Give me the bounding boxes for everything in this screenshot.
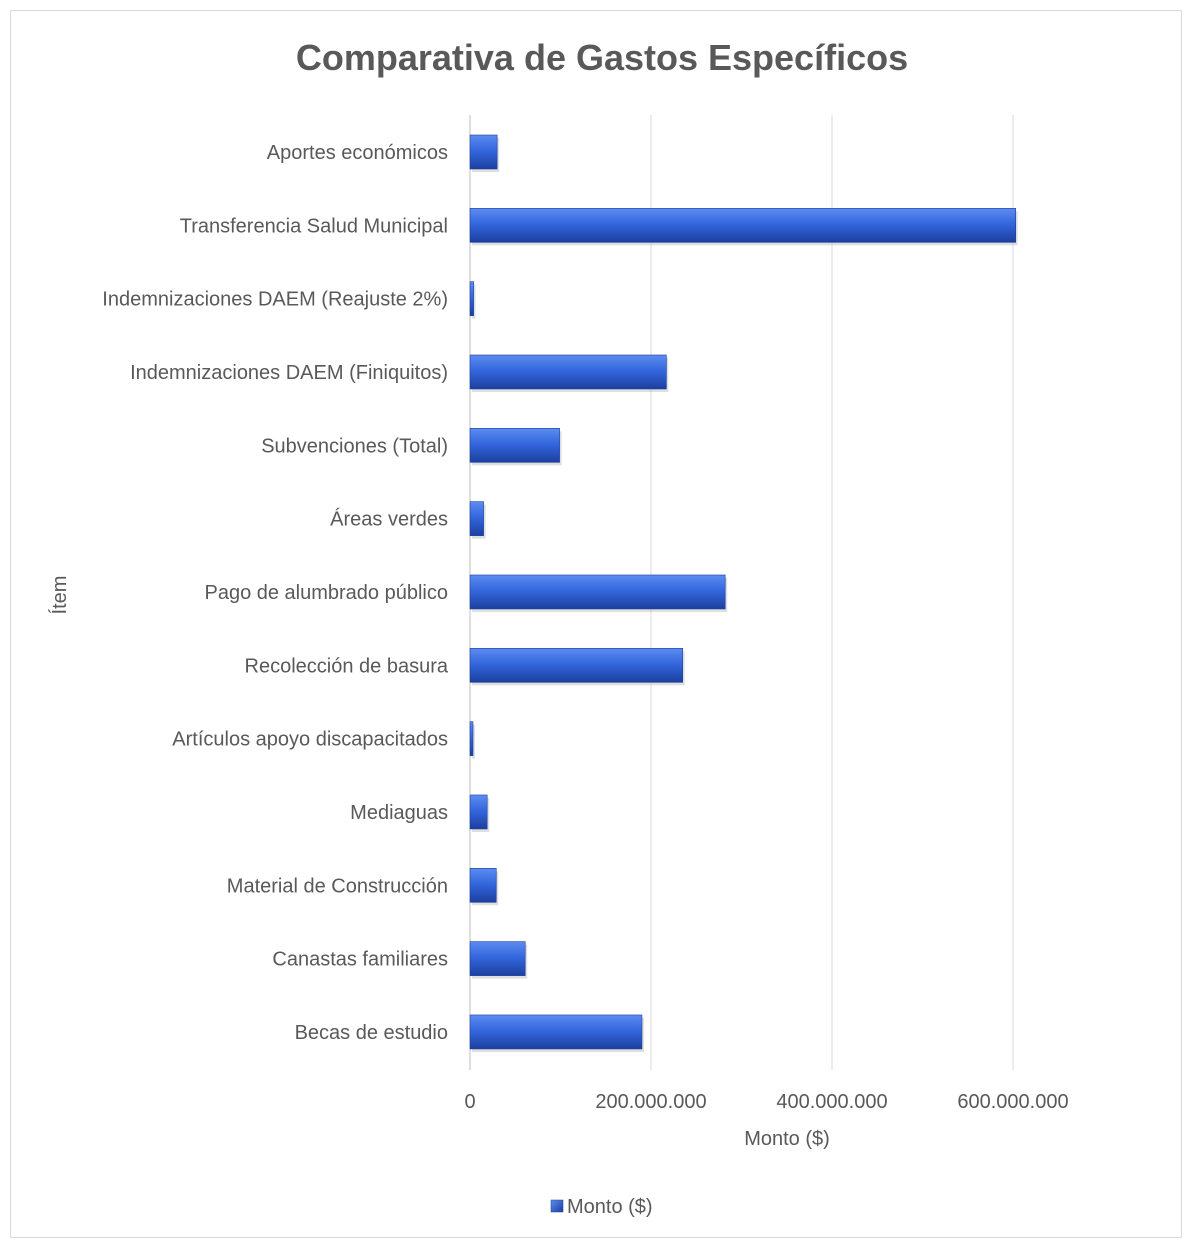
legend: Monto ($) <box>550 1196 653 1218</box>
bar <box>469 1014 643 1050</box>
x-tick-label-1: 200.000.000 <box>595 1091 706 1113</box>
bar <box>469 501 484 536</box>
bar <box>469 281 474 316</box>
x-tick-label-0: 0 <box>464 1091 475 1113</box>
x-tick-labels: 0 200.000.000 400.000.000 600.000.000 <box>464 1091 1068 1113</box>
category-label: Aportes económicos <box>267 142 448 164</box>
legend-swatch <box>550 1199 564 1213</box>
category-label: Mediaguas <box>350 802 448 824</box>
category-label: Áreas verdes <box>330 508 448 531</box>
bar <box>469 648 683 683</box>
x-tick-label-2: 400.000.000 <box>776 1091 887 1113</box>
category-label: Transferencia Salud Municipal <box>180 215 448 237</box>
category-label: Artículos apoyo discapacitados <box>172 729 448 751</box>
bar <box>469 134 498 170</box>
bar <box>469 208 1017 243</box>
category-label: Pago de alumbrado público <box>204 582 448 604</box>
bar <box>469 354 667 390</box>
bars <box>469 134 1018 1052</box>
category-label: Subvenciones (Total) <box>261 435 448 457</box>
x-axis-title: Monto ($) <box>744 1128 830 1150</box>
chart-title: Comparativa de Gastos Específicos <box>296 37 908 78</box>
bar <box>469 428 560 463</box>
x-tick-label-3: 600.000.000 <box>957 1091 1068 1113</box>
category-labels: Aportes económicos Transferencia Salud Mu… <box>102 142 449 1044</box>
category-label: Indemnizaciones DAEM (Reajuste 2%) <box>102 289 448 311</box>
category-label: Recolección de basura <box>245 655 449 677</box>
y-axis-title: Ítem <box>48 576 71 615</box>
legend-label: Monto ($) <box>567 1196 653 1218</box>
category-label: Becas de estudio <box>295 1022 448 1044</box>
bar-shadow <box>472 724 475 759</box>
category-label: Canastas familiares <box>272 949 448 971</box>
category-label: Material de Construcción <box>227 875 448 897</box>
bar <box>469 941 526 976</box>
category-label: Indemnizaciones DAEM (Finiquitos) <box>130 362 448 384</box>
bar <box>469 721 474 756</box>
bar <box>469 867 497 903</box>
bar <box>469 574 726 610</box>
bar <box>469 794 488 830</box>
